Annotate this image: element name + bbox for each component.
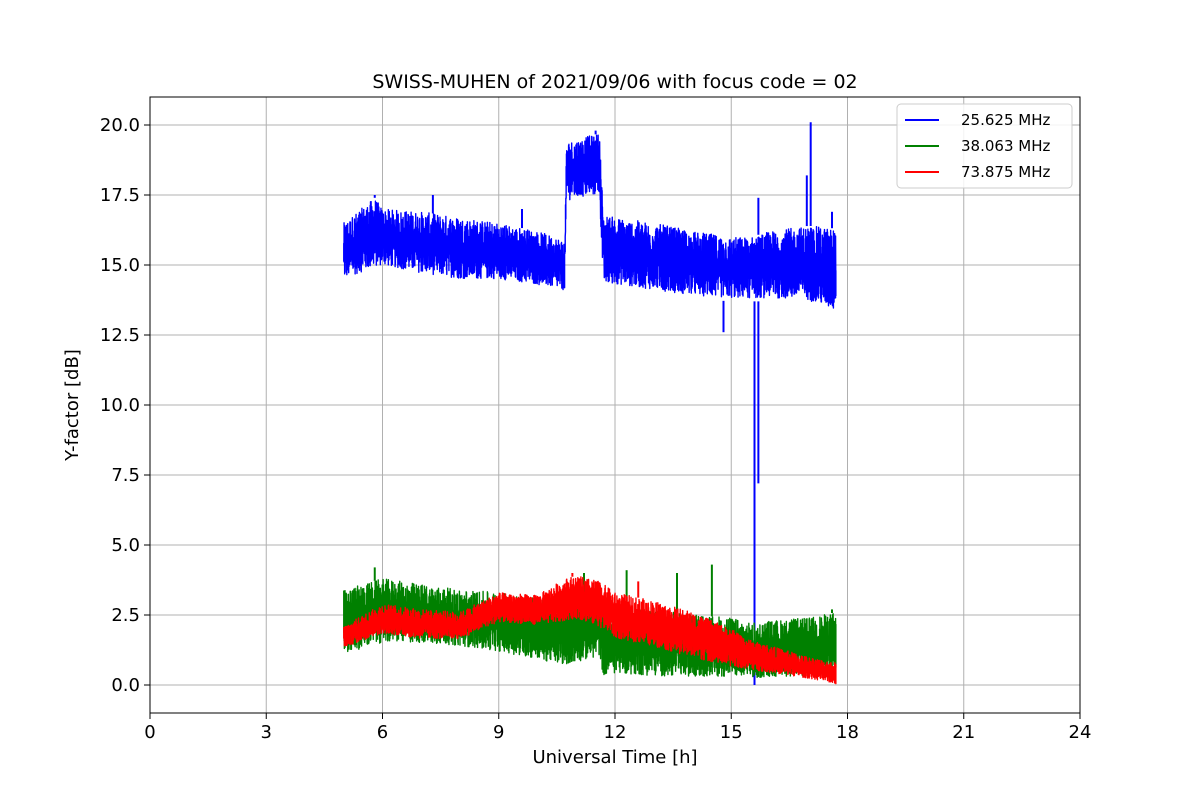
series-2 — [343, 573, 837, 685]
y-axis: 0.0 2.5 5.0 7.5 10.0 12.5 15.0 17.5 20.0 — [100, 115, 150, 696]
series-0 — [343, 122, 837, 685]
x-tick-label: 9 — [493, 722, 504, 743]
x-tick-label: 15 — [720, 722, 743, 743]
y-tick-label: 10.0 — [100, 395, 140, 416]
y-tick-label: 15.0 — [100, 255, 140, 276]
x-axis: 0 3 6 9 12 15 18 21 24 — [144, 713, 1091, 743]
y-tick-label: 20.0 — [100, 115, 140, 136]
y-tick-label: 2.5 — [111, 605, 140, 626]
x-tick-label: 12 — [604, 722, 627, 743]
x-axis-label: Universal Time [h] — [532, 747, 697, 768]
y-tick-label: 12.5 — [100, 325, 140, 346]
x-tick-label: 6 — [377, 722, 388, 743]
y-tick-label: 0.0 — [111, 675, 140, 696]
legend: 25.625 MHz 38.063 MHz 73.875 MHz — [896, 103, 1073, 189]
y-axis-label: Y-factor [dB] — [62, 349, 83, 462]
legend-label: 38.063 MHz — [961, 137, 1050, 155]
x-tick-label: 0 — [144, 722, 155, 743]
x-tick-label: 3 — [261, 722, 272, 743]
plot-area — [343, 122, 837, 685]
x-tick-label: 24 — [1069, 722, 1092, 743]
y-tick-label: 5.0 — [111, 535, 140, 556]
legend-label: 25.625 MHz — [961, 111, 1050, 129]
y-tick-label: 7.5 — [111, 465, 140, 486]
x-tick-label: 21 — [952, 722, 975, 743]
chart-title: SWISS-MUHEN of 2021/09/06 with focus cod… — [372, 71, 857, 93]
series-line — [343, 576, 837, 685]
y-tick-label: 17.5 — [100, 185, 140, 206]
x-tick-label: 18 — [836, 722, 859, 743]
legend-label: 73.875 MHz — [961, 163, 1050, 181]
series-line — [343, 134, 837, 309]
legend-box — [896, 103, 1073, 189]
